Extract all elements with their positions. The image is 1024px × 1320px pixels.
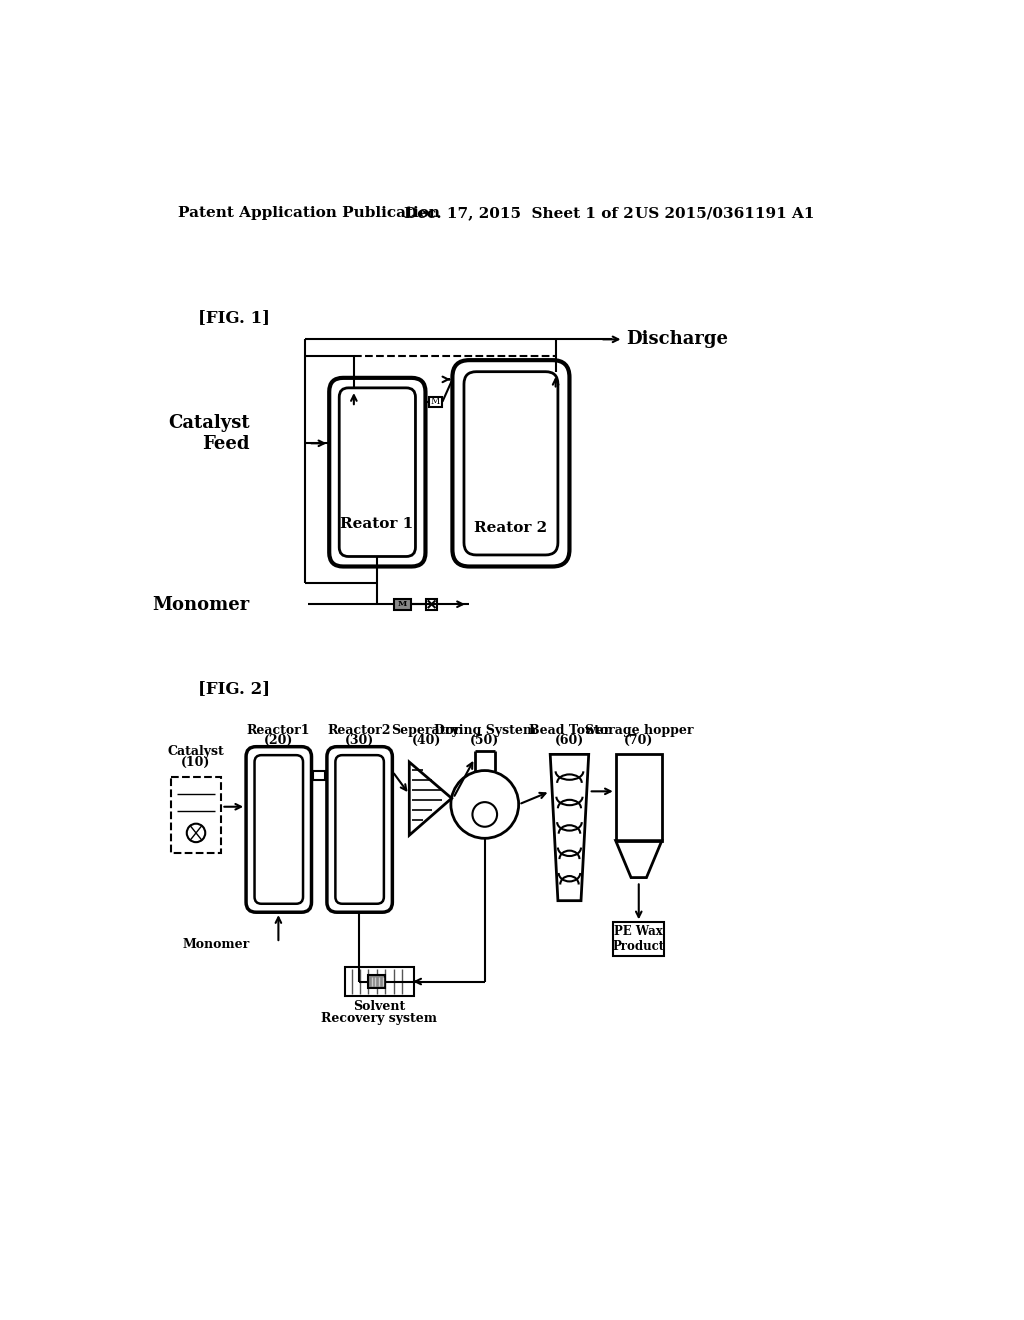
Text: (60): (60) [555,734,584,747]
Text: Monomer: Monomer [153,595,250,614]
Bar [394,599,411,610]
Text: Catalyst: Catalyst [168,744,224,758]
Text: Reactor1: Reactor1 [247,723,310,737]
Text: [FIG. 1]: [FIG. 1] [199,309,270,326]
Text: Catalyst
Feed: Catalyst Feed [168,414,250,453]
Text: (30): (30) [345,734,374,747]
Text: Drying System: Drying System [434,723,536,737]
Text: Solvent: Solvent [353,1001,406,1012]
Bar [369,975,385,987]
Text: (40): (40) [412,734,441,747]
Text: Reactor2: Reactor2 [328,723,391,737]
Text: Discharge: Discharge [627,330,728,348]
Text: Monomer: Monomer [183,937,250,950]
Bar [171,777,221,853]
Text: (10): (10) [181,756,211,770]
Text: Seperator: Seperator [391,723,461,737]
Text: (50): (50) [470,734,500,747]
Text: Recovery system: Recovery system [322,1011,437,1024]
Text: M: M [397,601,407,609]
Text: Reator 1: Reator 1 [340,517,414,531]
Text: [FIG. 2]: [FIG. 2] [199,681,270,697]
Bar [313,771,326,780]
Text: Storage hopper: Storage hopper [585,723,693,737]
Bar [429,397,442,407]
Text: US 2015/0361191 A1: US 2015/0361191 A1 [635,206,814,220]
Text: Reator 2: Reator 2 [474,521,548,535]
Text: PE Wax
Product: PE Wax Product [612,925,665,953]
Text: Dec. 17, 2015  Sheet 1 of 2: Dec. 17, 2015 Sheet 1 of 2 [403,206,634,220]
Bar [426,599,437,610]
Text: (20): (20) [264,734,293,747]
Text: (70): (70) [624,734,653,747]
Text: Patent Application Publication: Patent Application Publication [178,206,440,220]
Bar [345,966,414,997]
Bar [613,923,665,956]
Text: Bead Tower: Bead Tower [528,723,610,737]
Bar [615,755,662,841]
Text: M: M [431,397,440,407]
